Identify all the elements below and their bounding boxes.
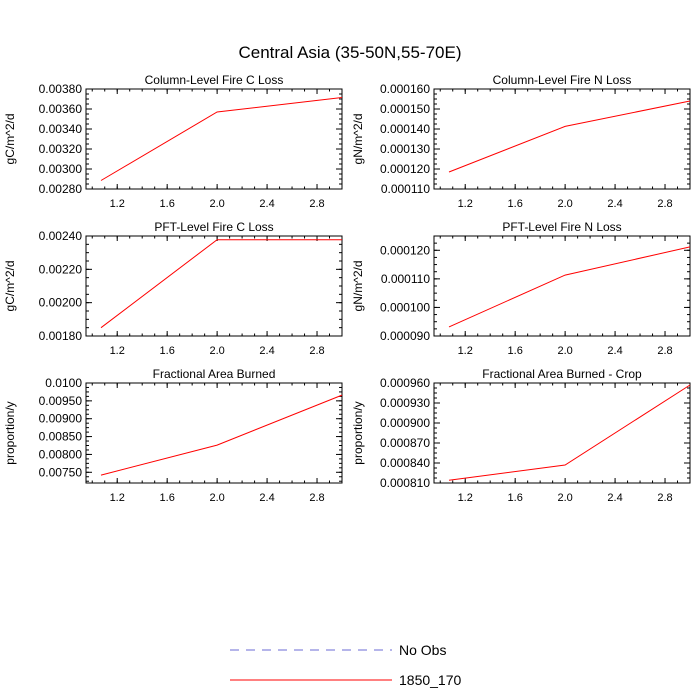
panel-title: PFT-Level Fire C Loss [154, 220, 273, 234]
x-tick-label: 1.2 [110, 198, 125, 210]
y-tick-label: 0.000110 [381, 182, 430, 196]
chart-panel-3: PFT-Level Fire C Loss gC/m^2/d 1.2 1.6 2.0 2.… [3, 220, 343, 357]
y-tick-label: 0.00750 [39, 465, 83, 479]
legend-label-no-obs: No Obs [399, 642, 446, 658]
y-tick-label: 0.00200 [39, 296, 83, 310]
y-tick-label: 0.00220 [39, 262, 83, 276]
x-tick-label: 1.6 [160, 345, 175, 357]
x-tick-label: 2.8 [309, 198, 324, 210]
x-tick-label: 2.0 [557, 345, 572, 357]
y-tick-label: 0.00280 [39, 182, 83, 196]
x-tick-label: 1.6 [160, 198, 175, 210]
y-axis-label: gN/m^2/d [351, 261, 365, 312]
y-tick-label: 0.000160 [380, 82, 430, 96]
panel-title: Column-Level Fire C Loss [145, 73, 284, 87]
panel-title: Fractional Area Burned [153, 367, 276, 381]
y-tick-label: 0.000810 [380, 476, 430, 490]
x-tick-label: 1.2 [458, 198, 473, 210]
y-tick-label: 0.000870 [380, 436, 430, 450]
y-tick-label: 0.00180 [39, 329, 83, 343]
y-tick-label: 0.00900 [39, 412, 83, 426]
plot-frame [85, 235, 343, 337]
y-tick-label: 0.000120 [380, 162, 430, 176]
x-tick-label: 2.4 [607, 198, 622, 210]
x-tick-label: 1.2 [110, 492, 125, 504]
chart-panel-4: PFT-Level Fire N Loss gN/m^2/d 1.2 1.6 2.0 2.… [351, 220, 691, 357]
y-axis-label: gN/m^2/d [351, 114, 365, 165]
x-tick-label: 2.4 [259, 345, 274, 357]
y-tick-label: 0.00850 [39, 430, 83, 444]
y-axis-label: proportion/y [351, 401, 365, 464]
series-line-1 [100, 394, 343, 476]
y-tick-label: 0.000110 [381, 272, 430, 286]
panels: Column-Level Fire C Loss gC/m^2/d 1.2 1.6 2.… [3, 73, 691, 504]
x-tick-label: 2.4 [607, 492, 622, 504]
x-tick-label: 2.8 [657, 492, 672, 504]
x-tick-label: 2.4 [607, 345, 622, 357]
y-axis-label: proportion/y [3, 401, 17, 464]
x-tick-label: 1.6 [508, 492, 523, 504]
y-tick-label: 0.00240 [39, 229, 83, 243]
series-line-1 [100, 239, 342, 329]
legend: No Obs 1850_170 [230, 642, 462, 688]
y-tick-label: 0.00800 [39, 447, 83, 461]
y-tick-label: 0.000930 [380, 396, 430, 410]
x-tick-label: 1.2 [458, 345, 473, 357]
x-tick-label: 2.4 [259, 198, 274, 210]
y-tick-label: 0.000840 [380, 456, 430, 470]
plot-frame [433, 88, 691, 190]
x-tick-label: 1.6 [508, 345, 523, 357]
y-tick-label: 0.000140 [380, 122, 430, 136]
x-tick-label: 2.0 [209, 345, 224, 357]
y-tick-label: 0.000150 [380, 102, 430, 116]
x-tick-label: 2.0 [557, 198, 572, 210]
x-tick-label: 2.8 [309, 345, 324, 357]
chart-panel-6: Fractional Area Burned - Crop proportion/… [351, 367, 691, 504]
y-tick-label: 0.00320 [39, 142, 83, 156]
x-tick-label: 2.8 [657, 345, 672, 357]
x-tick-label: 2.0 [209, 198, 224, 210]
panel-title: PFT-Level Fire N Loss [502, 220, 621, 234]
y-tick-label: 0.000120 [380, 243, 430, 257]
y-tick-label: 0.000100 [380, 300, 430, 314]
figure-title: Central Asia (35-50N,55-70E) [238, 43, 461, 62]
y-tick-label: 0.0100 [45, 376, 82, 390]
y-axis-label: gC/m^2/d [3, 114, 17, 165]
x-tick-label: 2.8 [657, 198, 672, 210]
y-tick-label: 0.000960 [380, 376, 430, 390]
plot-frame [85, 88, 343, 190]
plot-frame [433, 235, 691, 337]
plot-frame [85, 382, 343, 484]
chart-panel-1: Column-Level Fire C Loss gC/m^2/d 1.2 1.6 2.… [3, 73, 343, 210]
series-line-1 [448, 384, 691, 481]
y-tick-label: 0.00360 [39, 102, 83, 116]
x-tick-label: 1.2 [458, 492, 473, 504]
chart-panel-2: Column-Level Fire N Loss gN/m^2/d 1.2 1.6 2.… [351, 73, 691, 210]
x-tick-label: 1.2 [110, 345, 125, 357]
y-tick-label: 0.00340 [39, 122, 83, 136]
y-tick-label: 0.00300 [39, 162, 83, 176]
chart-panel-5: Fractional Area Burned proportion/y 1.2 1.6… [3, 367, 343, 504]
plot-frame [433, 382, 691, 484]
y-tick-label: 0.00380 [39, 82, 83, 96]
y-axis-label: gC/m^2/d [3, 261, 17, 312]
panel-title: Fractional Area Burned - Crop [482, 367, 642, 381]
x-tick-label: 2.0 [209, 492, 224, 504]
y-tick-label: 0.00950 [39, 394, 83, 408]
panel-title: Column-Level Fire N Loss [493, 73, 632, 87]
x-tick-label: 1.6 [160, 492, 175, 504]
x-tick-label: 1.6 [508, 198, 523, 210]
legend-label-1850-170: 1850_170 [399, 672, 462, 688]
series-line-1 [100, 97, 343, 181]
x-tick-label: 2.0 [557, 492, 572, 504]
series-line-1 [448, 246, 691, 328]
y-tick-label: 0.000090 [380, 329, 430, 343]
series-line-1 [448, 100, 691, 173]
y-tick-label: 0.000900 [380, 416, 430, 430]
x-tick-label: 2.4 [259, 492, 274, 504]
y-tick-label: 0.000130 [380, 142, 430, 156]
x-tick-label: 2.8 [309, 492, 324, 504]
